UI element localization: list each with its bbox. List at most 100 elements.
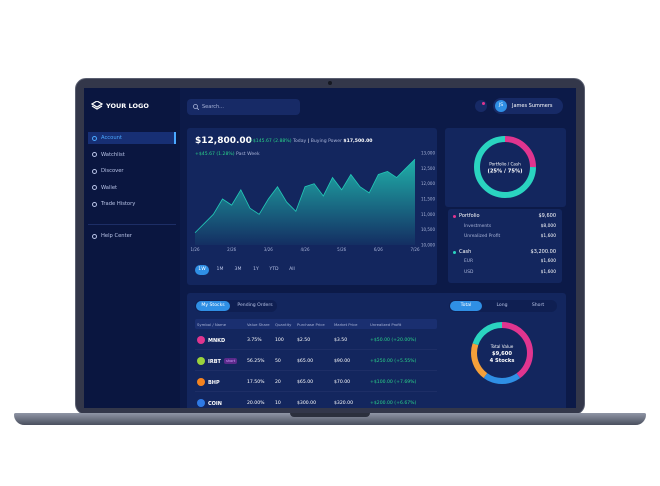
list-label: USD xyxy=(464,269,474,275)
tab[interactable]: Pending Orders xyxy=(237,303,273,308)
donut-value-text: $9,600 xyxy=(492,351,512,357)
x-tick-label: 6/26 xyxy=(374,247,383,252)
table-cell: 20 xyxy=(275,380,281,385)
filter[interactable]: Long xyxy=(496,303,508,308)
balance-change: +$145.67 (2.88%) xyxy=(249,139,292,144)
range-button[interactable]: 1M xyxy=(216,267,224,272)
table-cell: $70.00 xyxy=(334,380,351,385)
symbol: COIN xyxy=(208,401,222,407)
laptop-notch xyxy=(290,413,370,417)
table-cell: 17.50% xyxy=(247,380,265,385)
table-cell: 50 xyxy=(275,359,281,364)
list-label: Portfolio xyxy=(459,213,480,219)
x-tick-label: 2/26 xyxy=(227,247,236,252)
tab[interactable]: My Stocks xyxy=(196,301,230,311)
week-line: +$45.67 (1.28%) Past Week xyxy=(195,152,260,157)
area-line xyxy=(194,158,416,234)
table-cell: 3.75% xyxy=(247,338,262,343)
table-cell: $65.00 xyxy=(297,380,314,385)
nav-icon xyxy=(92,201,97,207)
donut-title: Total Value xyxy=(490,344,514,349)
notification-button[interactable] xyxy=(475,100,487,112)
area-fill xyxy=(195,159,415,245)
y-tick-label: 12,000 xyxy=(421,181,435,186)
table-cell: +$100.00 (+7.69%) xyxy=(370,380,417,385)
badge: short xyxy=(224,358,238,364)
table-header: Value Share xyxy=(247,322,270,327)
donut-segment xyxy=(471,322,533,384)
symbol: IRBT xyxy=(208,359,221,365)
search-icon xyxy=(193,104,199,110)
donut-segment xyxy=(471,322,533,384)
list-value: $1,600 xyxy=(540,259,556,264)
table-header: Purchase Price xyxy=(297,322,325,327)
nav-label: Discover xyxy=(101,168,124,174)
list-value: $1,600 xyxy=(540,269,556,275)
nav-item[interactable]: Wallet xyxy=(88,182,176,194)
nav-icon xyxy=(92,185,97,190)
balance-amount: $12,800.00 xyxy=(195,136,252,146)
search-box[interactable]: Search... xyxy=(187,99,300,115)
symbol-icon xyxy=(197,378,205,386)
nav-label: Wallet xyxy=(101,184,118,191)
table-cell: +$200.00 (+6.67%) xyxy=(370,401,417,406)
filter[interactable]: Short xyxy=(531,303,545,308)
y-tick-label: 13,000 xyxy=(421,151,435,156)
x-tick-label: 3/26 xyxy=(264,247,273,252)
range-button[interactable]: 1Y xyxy=(253,267,259,272)
x-tick-label: 4/26 xyxy=(301,247,310,252)
table-cell: $2.50 xyxy=(297,338,311,343)
table-header: Market Price xyxy=(334,322,358,327)
row-divider xyxy=(195,349,437,350)
list-label: Cash xyxy=(459,248,472,255)
y-tick-label: 12,500 xyxy=(421,166,435,171)
help-link[interactable]: Help Center xyxy=(88,230,176,242)
list-label: Unrealized Profit xyxy=(464,234,501,239)
user-menu[interactable]: JS James Summers xyxy=(493,98,563,114)
allocation-donut: Portfolio / Cash (25% / 75%) xyxy=(474,136,536,198)
list-value: $1,600 xyxy=(540,234,556,239)
nav-item[interactable]: Watchlist xyxy=(88,149,176,161)
range-button[interactable]: 3M xyxy=(234,267,242,272)
portfolio-list: Portfolio $9,600 Investments $8,000 Unrealiz… xyxy=(448,209,562,283)
area-chart: 13,000 12,500 12,000 11,500 11,000 10,500 10,0… xyxy=(191,151,436,253)
logo-text: YOUR LOGO xyxy=(106,102,149,110)
range-button[interactable]: 1W xyxy=(195,265,209,275)
table-cell: $65.00 xyxy=(297,359,314,364)
stocks-panel: Total Value $9,600 4 Stocks My Stocks Pendi… xyxy=(187,293,566,408)
filter[interactable]: Total xyxy=(450,301,482,311)
x-tick-label: 7/26 xyxy=(411,247,420,252)
symbol-icon xyxy=(197,399,205,407)
symbol-icon xyxy=(197,357,205,365)
allocation-panel: Portfolio / Cash (25% / 75%) xyxy=(445,128,566,207)
table-cell: 20.00% xyxy=(247,401,265,406)
nav-item[interactable]: Account xyxy=(88,132,176,144)
symbol: BHP xyxy=(208,380,220,386)
nav-label: Account xyxy=(101,135,122,141)
nav-label: Trade History xyxy=(101,201,136,207)
table-header-row xyxy=(195,319,437,329)
x-tick-label: 1/26 xyxy=(191,247,200,252)
donut-subtitle: (25% / 75%) xyxy=(487,169,522,175)
y-tick-label: 11,500 xyxy=(421,197,435,202)
sidebar-divider xyxy=(88,224,176,225)
tab-bar: My Stocks Pending Orders xyxy=(195,300,277,312)
table-cell: +$250.00 (+5.55%) xyxy=(370,359,417,364)
row-divider xyxy=(195,370,437,371)
range-button[interactable]: YTD xyxy=(269,267,279,272)
table-cell: $3.50 xyxy=(334,338,348,343)
nav-item[interactable]: Discover xyxy=(88,165,176,177)
nav-item[interactable]: Trade History xyxy=(88,198,176,210)
table-header: Unrealized Profit xyxy=(370,322,402,327)
laptop-base xyxy=(14,413,646,425)
table-cell: 56.25% xyxy=(247,359,265,364)
legend-dot xyxy=(453,250,456,254)
donut-title: Portfolio / Cash xyxy=(489,162,521,167)
nav-icon xyxy=(92,152,97,157)
range-button[interactable]: All xyxy=(289,267,295,272)
nav-icon xyxy=(92,135,97,141)
buying-power: $17,500.00 xyxy=(343,139,373,144)
legend-dot xyxy=(453,215,456,218)
nav-icon xyxy=(92,168,97,174)
